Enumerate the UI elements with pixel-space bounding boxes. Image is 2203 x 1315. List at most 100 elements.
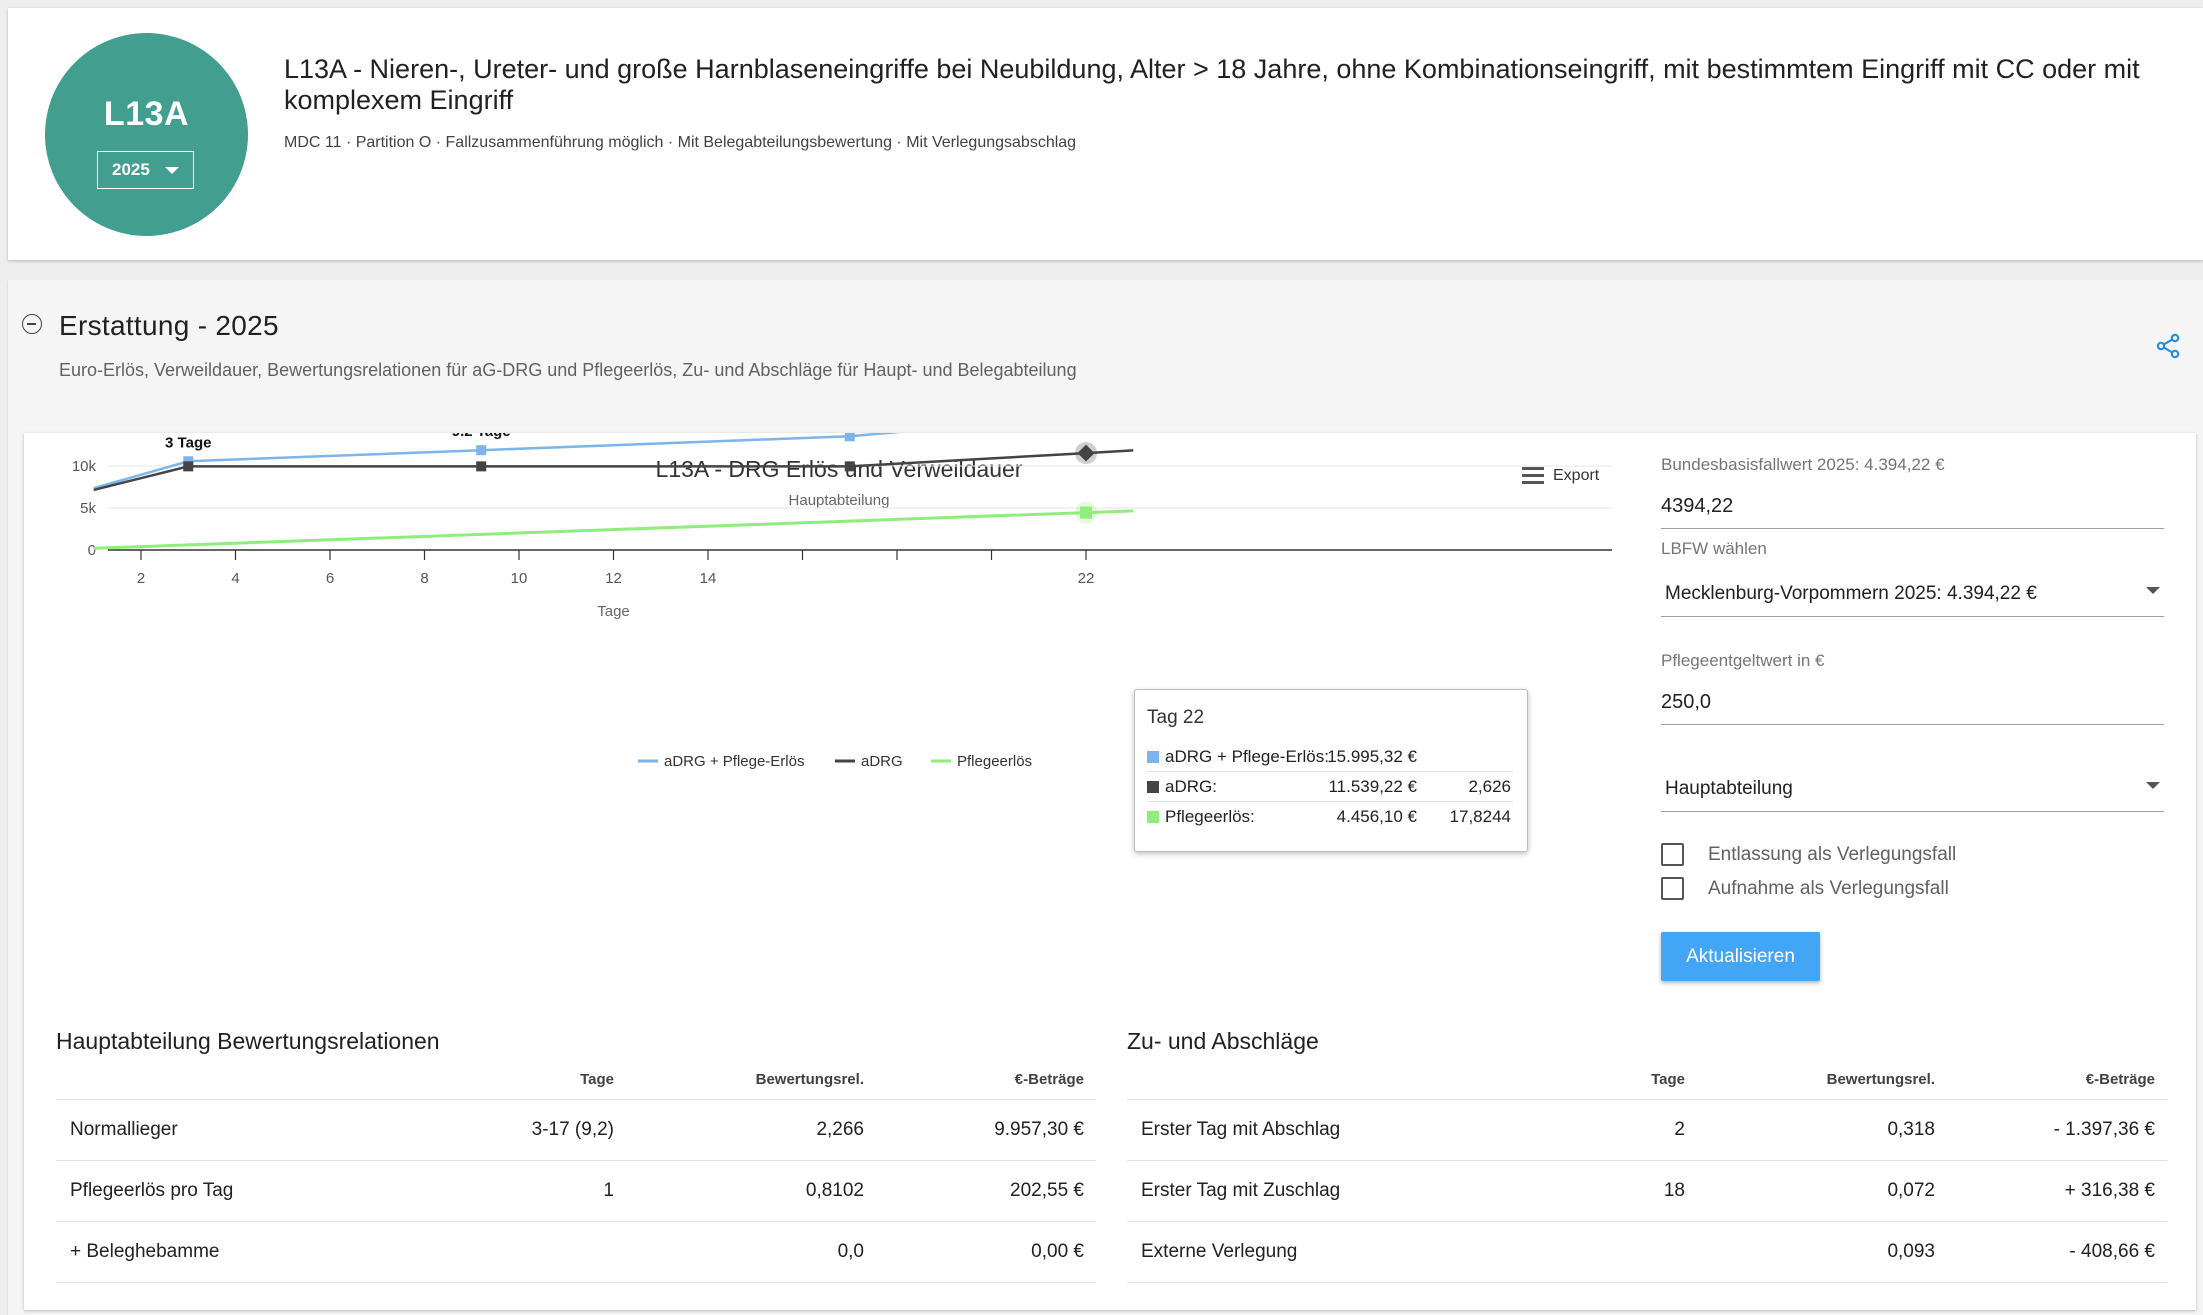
col-bewertungsrel: Bewertungsrel. <box>1697 1061 1947 1100</box>
cell: + Beleghebamme <box>56 1221 386 1283</box>
caret-down-icon <box>2146 782 2160 789</box>
table-row: Erster Tag mit Abschlag 2 0,318 - 1.397,… <box>1127 1099 2167 1161</box>
export-button[interactable]: Export <box>1522 467 1600 484</box>
tooltip-swatch <box>1147 751 1159 763</box>
table-row: Pflegeerlös pro Tag 1 0,8102 202,55 € <box>56 1160 1096 1222</box>
x-tick-label: 4 <box>231 570 239 587</box>
annotation-days: 3 Tage <box>165 434 211 451</box>
cell: 1 <box>386 1160 626 1222</box>
y-tick-label: 5k <box>80 500 96 517</box>
tooltip-label: Pflegeerlös: <box>1165 807 1255 826</box>
drg-title: L13A - Nieren-, Ureter- und große Harnbl… <box>284 54 2140 115</box>
tooltip-row-pflege: Pflegeerlös: 4.456,10 € 17,8244 <box>1147 802 1513 832</box>
chart-legend: aDRG + Pflege-Erlös aDRG Pflegeerlös <box>638 753 1032 770</box>
chart-series <box>93 433 1134 550</box>
cell: 0,8102 <box>626 1160 876 1222</box>
legend-item: aDRG <box>861 753 903 770</box>
cell: 3-17 (9,2) <box>386 1099 626 1161</box>
checkbox-icon <box>1661 877 1684 900</box>
bbfw-input[interactable]: 4394,22 <box>1661 489 2164 529</box>
data-point <box>844 433 855 442</box>
drg-chart: L13A - DRG Erlös und Verweildauer Haupta… <box>72 433 1612 770</box>
entlassung-checkbox[interactable]: Entlassung als Verlegungsfall <box>1661 843 1956 867</box>
cell: Erster Tag mit Abschlag <box>1127 1099 1457 1161</box>
chart-annotations: UGV3 TageØ VWD9.2 TageOGV17 Tage <box>165 433 511 451</box>
cell: Erster Tag mit Zuschlag <box>1127 1160 1457 1222</box>
tooltip-row-adrg: aDRG: 11.539,22 € 2,626 <box>1147 772 1513 802</box>
x-tick-label: 8 <box>420 570 428 587</box>
abteilung-select[interactable]: Hauptabteilung <box>1661 768 2164 812</box>
x-tick-label: 2 <box>137 570 145 587</box>
tooltip-label: aDRG + Pflege-Erlös: <box>1165 747 1329 766</box>
chart-subtitle: Hauptabteilung <box>789 492 890 509</box>
content-card: L13A - DRG Erlös und Verweildauer Haupta… <box>24 433 2196 1310</box>
cell: 2 <box>1457 1099 1697 1161</box>
cell: 0,093 <box>1697 1221 1947 1283</box>
table-row: Normallieger 3-17 (9,2) 2,266 9.957,30 € <box>56 1099 1096 1161</box>
bbfw-label: Bundesbasisfallwert 2025: 4.394,22 € <box>1661 455 1945 474</box>
legend-item: aDRG + Pflege-Erlös <box>664 753 804 770</box>
tooltip-row-total: aDRG + Pflege-Erlös: 15.995,32 € <box>1147 742 1513 772</box>
drg-badge: L13A 2025 <box>45 33 248 236</box>
tooltip-rel: 2,626 <box>1468 777 1511 796</box>
series-line <box>93 433 902 490</box>
cell: 2,266 <box>626 1099 876 1161</box>
x-tick-label: 10 <box>511 570 528 587</box>
table-zu: Tage Bewertungsrel. €-Beträge Erster Tag… <box>1127 1061 2167 1283</box>
table-zu-title: Zu- und Abschläge <box>1127 1028 1319 1054</box>
x-tick-label: 12 <box>605 570 622 587</box>
tooltip-title: Tag 22 <box>1147 707 1205 728</box>
lbfw-select-value: Mecklenburg-Vorpommern 2025: 4.394,22 € <box>1665 583 2037 604</box>
cell <box>1457 1221 1697 1283</box>
collapse-icon[interactable] <box>22 314 42 334</box>
drg-code: L13A <box>103 95 190 133</box>
year-select[interactable]: 2025 <box>97 151 194 189</box>
table-row: Externe Verlegung 0,093 - 408,66 € <box>1127 1221 2167 1283</box>
col-name <box>1127 1061 1457 1100</box>
cell: 0,072 <box>1697 1160 1947 1222</box>
x-tick-label: 14 <box>700 570 717 587</box>
lbfw-select[interactable]: Mecklenburg-Vorpommern 2025: 4.394,22 € <box>1661 573 2164 617</box>
x-tick-label: 22 <box>1078 570 1095 587</box>
y-tick-label: 0 <box>88 542 96 559</box>
cell <box>386 1221 626 1283</box>
pflege-input[interactable]: 250,0 <box>1661 685 2164 725</box>
data-point <box>183 461 194 472</box>
tooltip-rel: 17,8244 <box>1449 807 1511 826</box>
update-button[interactable]: Aktualisieren <box>1661 932 1820 981</box>
caret-down-icon <box>165 167 179 174</box>
y-tick-label: 10k <box>72 458 97 475</box>
table-header-row: Tage Bewertungsrel. €-Beträge <box>56 1061 1096 1100</box>
table-row: + Beleghebamme 0,0 0,00 € <box>56 1221 1096 1283</box>
data-point <box>476 445 487 456</box>
cell: 0,0 <box>626 1221 876 1283</box>
tooltip-value: 4.456,10 € <box>1336 807 1417 826</box>
tooltip-swatch <box>1147 811 1159 823</box>
cell: Normallieger <box>56 1099 386 1161</box>
menu-icon-bar-2 <box>1522 474 1544 477</box>
cell-amount: - 1.397,36 € <box>1947 1099 2167 1161</box>
section-subtitle: Euro-Erlös, Verweildauer, Bewertungsrela… <box>59 360 1077 380</box>
chart-tooltip: Tag 22 aDRG + Pflege-Erlös: 15.995,32 € … <box>1134 689 1528 852</box>
aufnahme-checkbox[interactable]: Aufnahme als Verlegungsfall <box>1661 877 1949 901</box>
chart-axes: 05k10k15k20k246810121422 <box>72 458 1612 587</box>
cell: 202,55 € <box>876 1160 1096 1222</box>
data-point <box>1080 506 1092 519</box>
table-row: Erster Tag mit Zuschlag 18 0,072 + 316,3… <box>1127 1160 2167 1222</box>
table-main: Tage Bewertungsrel. €-Beträge Normallieg… <box>56 1061 1096 1283</box>
col-euro: €-Beträge <box>876 1061 1096 1100</box>
data-point <box>476 461 487 472</box>
col-bewertungsrel: Bewertungsrel. <box>626 1061 876 1100</box>
cell-amount: - 408,66 € <box>1947 1221 2167 1283</box>
year-select-value: 2025 <box>112 160 150 179</box>
legend-item: Pflegeerlös <box>957 753 1032 770</box>
col-name <box>56 1061 386 1100</box>
cell-amount: + 316,38 € <box>1947 1160 2167 1222</box>
x-axis-label: Tage <box>597 603 630 620</box>
share-icon[interactable] <box>2155 333 2181 359</box>
drg-header-card: L13A 2025 L13A - Nieren-, Ureter- und gr… <box>8 8 2203 260</box>
data-point <box>844 461 855 472</box>
col-euro: €-Beträge <box>1947 1061 2167 1100</box>
cell: Externe Verlegung <box>1127 1221 1457 1283</box>
checkbox-icon <box>1661 843 1684 866</box>
